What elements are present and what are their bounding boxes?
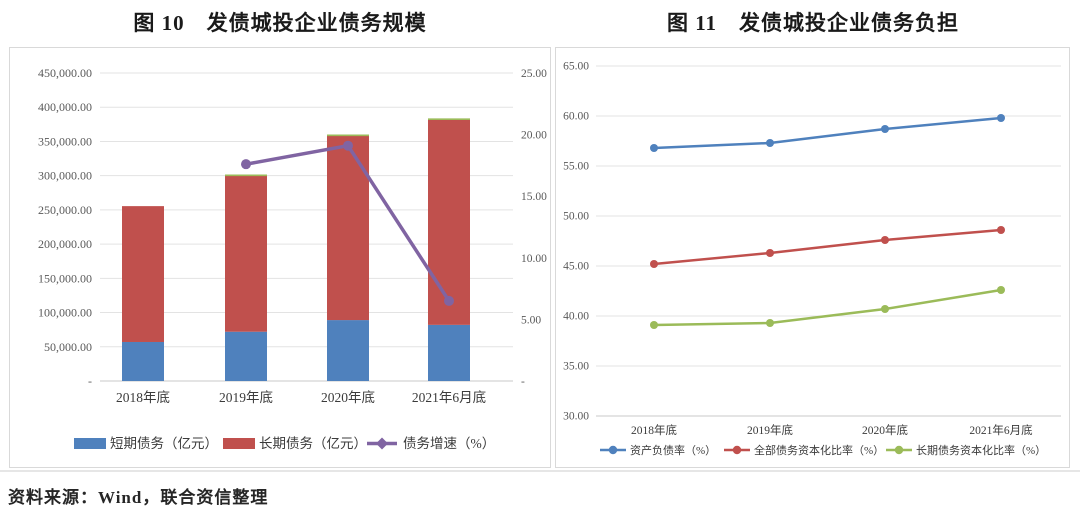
legend-label-asset-liability-ratio: 资产负债率（%） <box>630 443 716 457</box>
y-axis-tick-label: 50.00 <box>563 211 589 223</box>
debt-scale-stacked-bar-chart: - 50,000.00 100,000.00 150,000.00 200,000.00… <box>38 66 547 451</box>
longterm-debt-capitalization-point <box>881 305 889 313</box>
legend-marker-longterm-debt-capitalization <box>894 445 904 455</box>
figure11-chart-panel: 30.00 35.00 40.00 45.00 50.00 55.00 60.00 65.00… <box>555 47 1070 468</box>
asset-liability-ratio-line <box>652 116 1003 150</box>
legend-swatch-short-debt <box>74 438 106 449</box>
longterm-debt-capitalization-point <box>997 286 1005 294</box>
legend-label-short-debt: 短期债务（亿元） <box>110 436 218 451</box>
longterm-debt-capitalization-line <box>652 288 1003 327</box>
secondary-y-axis-tick-label: 5.00 <box>521 314 541 326</box>
divider <box>0 470 1080 472</box>
secondary-y-axis-tick-label: - <box>521 376 525 388</box>
total-debt-capitalization-point <box>997 226 1005 234</box>
x-axis-category-label: 2021年6月底 <box>412 390 486 405</box>
bar-long-debt <box>327 135 369 321</box>
debt-growth-point <box>343 140 353 151</box>
legend-label-total-debt-capitalization: 全部债务资本化比率（%） <box>754 443 884 457</box>
legend-label-longterm-debt-capitalization: 长期债务资本化比率（%） <box>916 443 1046 457</box>
y-axis-tick-label: 250,000.00 <box>38 203 92 217</box>
legend-label-growth: 债务增速（%） <box>403 436 495 451</box>
bar-short-debt <box>122 341 164 381</box>
total-debt-capitalization-point <box>650 260 658 268</box>
debt-burden-line-chart: 30.00 35.00 40.00 45.00 50.00 55.00 60.00 65.00… <box>563 61 1061 457</box>
y-axis-tick-label: 65.00 <box>563 61 589 73</box>
y-axis-tick-label: 200,000.00 <box>38 237 92 251</box>
longterm-debt-capitalization-point <box>650 321 658 329</box>
x-axis-category-label: 2019年底 <box>219 390 273 405</box>
asset-liability-ratio-point <box>881 125 889 133</box>
secondary-y-axis-tick-label: 15.00 <box>521 191 547 203</box>
legend-marker-asset-liability-ratio <box>608 445 618 455</box>
x-axis-category-label: 2018年底 <box>116 390 170 405</box>
secondary-y-axis-tick-label: 10.00 <box>521 253 547 265</box>
y-axis-tick-label: 450,000.00 <box>38 66 92 80</box>
x-axis-category-label: 2020年底 <box>862 423 908 437</box>
legend-marker-total-debt-capitalization <box>732 445 742 455</box>
y-axis-tick-label: 300,000.00 <box>38 169 92 183</box>
asset-liability-ratio-point <box>650 144 658 152</box>
bar-short-debt <box>428 324 470 381</box>
y-axis-tick-label: 30.00 <box>563 411 589 423</box>
legend-marker-growth <box>376 437 388 450</box>
bar-short-debt <box>225 331 267 381</box>
secondary-y-axis-tick-label: 20.00 <box>521 130 547 142</box>
longterm-debt-capitalization-point <box>766 319 774 327</box>
figure10-title: 图 10 发债城投企业债务规模 <box>133 11 427 35</box>
bar-long-debt <box>428 119 470 325</box>
legend-label-long-debt: 长期债务（亿元） <box>259 436 367 451</box>
y-axis-tick-label: 45.00 <box>563 261 589 273</box>
y-axis-tick-label: 100,000.00 <box>38 306 92 320</box>
x-axis-category-label: 2021年6月底 <box>969 423 1033 437</box>
asset-liability-ratio-point <box>766 139 774 147</box>
figure10-chart-panel: - 50,000.00 100,000.00 150,000.00 200,000.00… <box>9 47 551 468</box>
legend-swatch-long-debt <box>223 438 255 449</box>
source-note: 资料来源：Wind，联合资信整理 <box>8 488 269 507</box>
y-axis-tick-label: 400,000.00 <box>38 100 92 114</box>
y-axis-tick-label: - <box>88 374 92 388</box>
asset-liability-ratio-point <box>997 114 1005 122</box>
bar-short-debt <box>327 320 369 381</box>
y-axis-tick-label: 40.00 <box>563 311 589 323</box>
y-axis-tick-label: 150,000.00 <box>38 271 92 285</box>
bar-long-debt <box>225 175 267 332</box>
x-axis-category-label: 2020年底 <box>321 390 375 405</box>
debt-growth-point <box>241 159 251 170</box>
total-debt-capitalization-point <box>766 249 774 257</box>
figure11-title: 图 11 发债城投企业债务负担 <box>666 11 960 35</box>
x-axis-category-label: 2018年底 <box>631 423 677 437</box>
total-debt-capitalization-point <box>881 236 889 244</box>
total-debt-capitalization-line <box>652 228 1003 266</box>
secondary-y-axis-tick-label: 25.00 <box>521 68 547 80</box>
y-axis-tick-label: 50,000.00 <box>44 340 92 354</box>
debt-growth-point <box>444 295 454 306</box>
y-axis-tick-label: 60.00 <box>563 111 589 123</box>
y-axis-tick-label: 35.00 <box>563 361 589 373</box>
y-axis-tick-label: 350,000.00 <box>38 134 92 148</box>
bar-long-debt <box>122 206 164 342</box>
y-axis-tick-label: 55.00 <box>563 161 589 173</box>
x-axis-category-label: 2019年底 <box>747 423 793 437</box>
